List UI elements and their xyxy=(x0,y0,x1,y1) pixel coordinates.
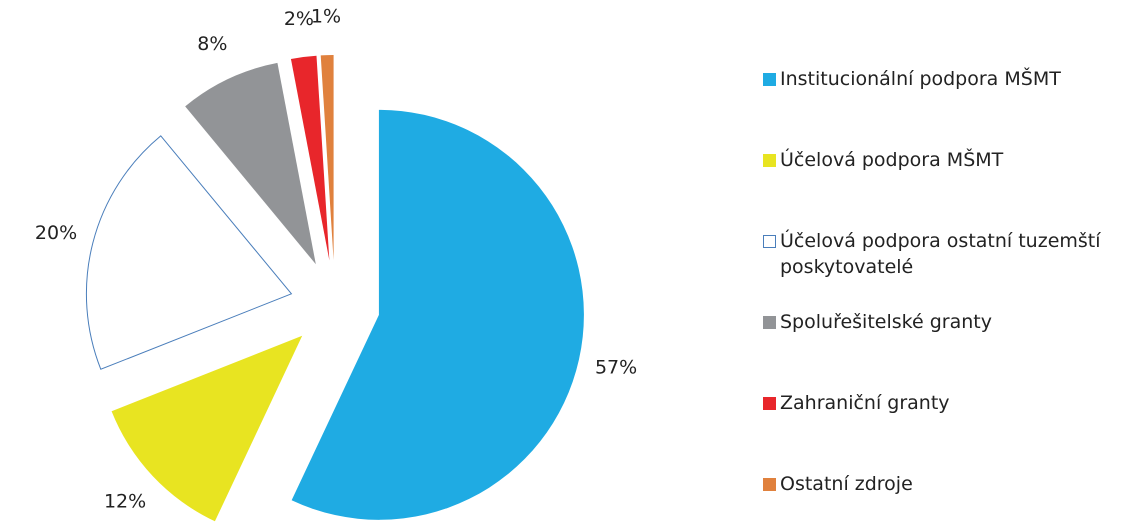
legend-label: Účelová podpora MŠMT xyxy=(780,149,1004,171)
legend-swatch xyxy=(763,154,776,167)
data-label: 8% xyxy=(197,33,227,55)
data-label: 20% xyxy=(35,222,77,244)
legend-swatch xyxy=(763,235,776,248)
legend-item: Zahraniční granty xyxy=(763,390,1133,471)
legend-item: Institucionální podpora MŠMT xyxy=(763,66,1133,147)
data-label: 1% xyxy=(311,6,341,28)
legend-swatch xyxy=(763,73,776,86)
legend-item: Spoluřešitelské granty xyxy=(763,309,1133,390)
pie-area: 57% 12% 20% 8% 2%1% xyxy=(35,6,637,522)
data-label: 57% xyxy=(595,356,637,378)
legend-item: Účelová podpora MŠMT xyxy=(763,147,1133,228)
legend-label: Účelová podpora ostatní tuzemští poskyto… xyxy=(780,230,1101,278)
pie-slice xyxy=(291,109,584,520)
legend-swatch xyxy=(763,316,776,329)
pie-slice xyxy=(185,62,316,265)
pie-slice xyxy=(111,335,303,522)
legend-label: Spoluřešitelské granty xyxy=(780,311,992,333)
pie-slice xyxy=(85,135,293,370)
legend-label: Zahraniční granty xyxy=(780,392,950,414)
legend-item: Ostatní zdroje xyxy=(763,471,1133,532)
pie-slice xyxy=(290,55,330,261)
legend-swatch xyxy=(763,478,776,491)
data-label: 2% xyxy=(284,8,314,30)
legend-swatch xyxy=(763,397,776,410)
legend: Institucionální podpora MŠMT Účelová podp… xyxy=(763,66,1133,532)
legend-item: Účelová podpora ostatní tuzemští poskyto… xyxy=(763,228,1133,309)
legend-label: Ostatní zdroje xyxy=(780,473,913,495)
data-label: 12% xyxy=(104,491,146,513)
pie-slice xyxy=(320,55,334,261)
legend-label: Institucionální podpora MŠMT xyxy=(780,68,1061,90)
